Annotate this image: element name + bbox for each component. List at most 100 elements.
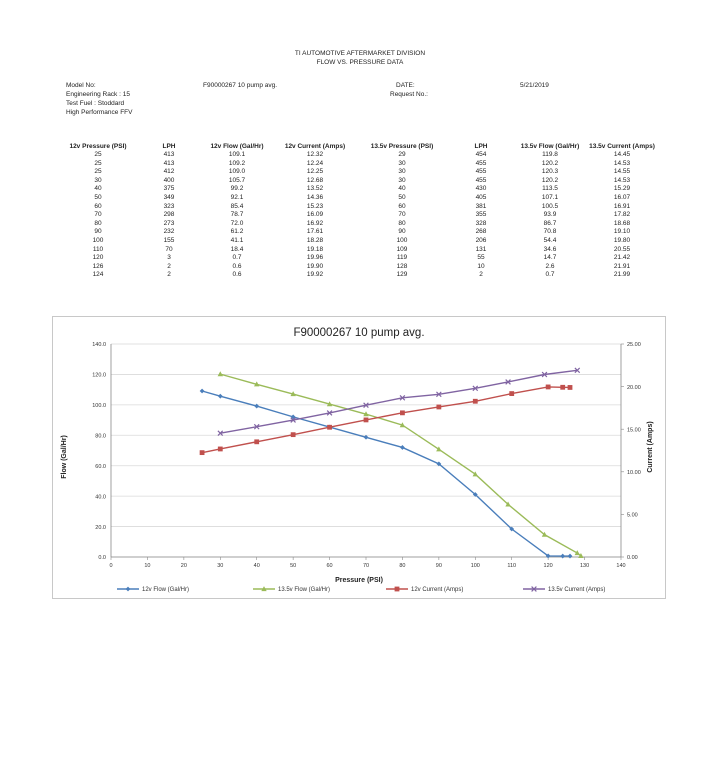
data-point (400, 410, 405, 416)
chart-container: F90000267 10 pump avg. 0.0 20.0 40.0 60.0 80… (52, 316, 666, 599)
data-point (505, 501, 511, 507)
table-cell: 455 (475, 159, 487, 167)
table-cell: 25 (94, 151, 102, 158)
report-subtitle: FLOW VS. PRESSURE DATA (316, 59, 404, 66)
data-point (436, 404, 442, 410)
table-cell: 113.5 (542, 185, 558, 193)
data-point (326, 410, 333, 416)
table-cell: 19.92 (306, 271, 324, 279)
table-cell: 25 (94, 168, 102, 176)
column-header: 13.5v Current (Amps) (589, 143, 655, 150)
table-cell: 34.6 (543, 245, 557, 253)
table-cell: 21.42 (613, 254, 631, 262)
fuel-label: Test Fuel : Stoddard (66, 100, 125, 107)
table-cell: 273 (163, 219, 175, 227)
table-cell: 30 (398, 159, 406, 167)
model-value: F90000267 10 pump avg. (203, 82, 278, 89)
table-cell: 413 (163, 159, 175, 167)
x-tick-label: 50 (290, 563, 296, 569)
legend: 12v Flow (Gal/Hr) 13.5v Flow (Gal/Hr) 12v … (117, 586, 605, 593)
y2-tick-label: 15.00 (627, 427, 641, 433)
table-cell: 80 (398, 219, 406, 227)
table-cell: 155 (163, 236, 175, 244)
data-point (509, 526, 515, 532)
table-cell: 70 (398, 211, 406, 219)
table-row: 40 375 99.2 13.52 40 430 113.5 15.29 (58, 185, 658, 194)
legend-marker (125, 586, 131, 592)
y2-tick-label: 10.00 (627, 470, 641, 476)
table-cell: 18.28 (306, 236, 324, 244)
table-cell: 50 (94, 193, 102, 201)
y-tick-label: 120.0 (92, 373, 106, 379)
table-cell: 78.7 (230, 211, 244, 219)
table-row: 70 298 78.7 16.09 70 355 93.9 17.82 (58, 211, 658, 220)
table-cell: 72.0 (230, 219, 244, 227)
table-cell: 30 (398, 168, 406, 176)
table-cell: 206 (475, 236, 487, 244)
data-point (567, 553, 573, 559)
series-4 (217, 367, 581, 437)
table-cell: 18.68 (613, 219, 631, 227)
data-point (574, 367, 581, 374)
x-tick-label: 0 (109, 563, 112, 569)
legend-label: 12v Current (Amps) (411, 587, 463, 593)
x-tick-label: 40 (254, 563, 260, 569)
table-cell: 131 (475, 245, 487, 253)
data-point (436, 461, 442, 467)
data-point (217, 371, 223, 377)
data-point (253, 423, 260, 430)
table-cell: 16.09 (306, 211, 324, 219)
table-cell: 2 (479, 271, 483, 279)
table-cell: 15.23 (306, 202, 324, 210)
table-cell: 19.96 (306, 254, 324, 262)
data-point (217, 446, 223, 452)
table-cell: 110 (92, 245, 104, 253)
table-cell: 14.53 (613, 159, 631, 167)
table-cell: 2 (167, 262, 171, 270)
table-cell: 107.1 (541, 193, 559, 201)
pressure-data-table: 12v Pressure (PSI) LPH 12v Flow (Gal/Hr) 12… (58, 142, 658, 280)
table-cell: 14.55 (613, 168, 631, 176)
table-cell: 375 (163, 185, 175, 193)
data-point (560, 553, 566, 559)
table-cell: 400 (163, 176, 175, 184)
column-header: 12v Flow (Gal/Hr) (210, 143, 264, 150)
table-cell: 128 (396, 262, 408, 270)
data-point (363, 411, 369, 417)
table-cell: 0.7 (545, 271, 555, 279)
column-header: 13.5v Flow (Gal/Hr) (520, 143, 580, 150)
table-cell: 21.91 (613, 262, 631, 270)
x-tick-label: 30 (217, 563, 223, 569)
table-cell: 21.99 (613, 271, 631, 279)
table-cell: 14.45 (613, 151, 631, 158)
column-header: LPH (162, 143, 176, 150)
data-point (217, 393, 223, 399)
data-point (254, 381, 260, 387)
data-point (509, 391, 515, 396)
table-cell: 120.3 (541, 168, 559, 176)
table-cell: 120.2 (541, 176, 559, 184)
table-header-row: 12v Pressure (PSI) LPH 12v Flow (Gal/Hr) 12… (58, 142, 658, 151)
table-cell: 120.2 (541, 159, 559, 167)
x-tick-label: 70 (363, 563, 369, 569)
legend-marker (261, 586, 267, 592)
x-tick-label: 120 (544, 563, 553, 569)
table-row: 50 349 92.1 14.36 50 405 107.1 16.07 (58, 194, 658, 203)
data-point (327, 424, 332, 430)
series-2 (217, 371, 584, 559)
table-cell: 430 (475, 185, 487, 193)
table-cell: 298 (163, 211, 175, 219)
table-cell: 268 (475, 228, 487, 236)
table-cell: 30 (398, 176, 406, 184)
table-cell: 70.8 (543, 228, 557, 236)
table-cell: 100 (396, 236, 408, 244)
table-cell: 14.36 (306, 193, 324, 201)
table-cell: 54.4 (543, 236, 557, 244)
model-label: Model No: (66, 82, 96, 89)
table-row: 30 400 105.7 12.68 30 455 120.2 14.53 (58, 177, 658, 186)
x-tick-label: 140 (616, 563, 625, 569)
table-cell: 40 (94, 185, 102, 193)
y-tick-label: 60.0 (95, 464, 106, 470)
table-cell: 120 (92, 254, 104, 262)
table-cell: 119.8 (542, 151, 558, 158)
